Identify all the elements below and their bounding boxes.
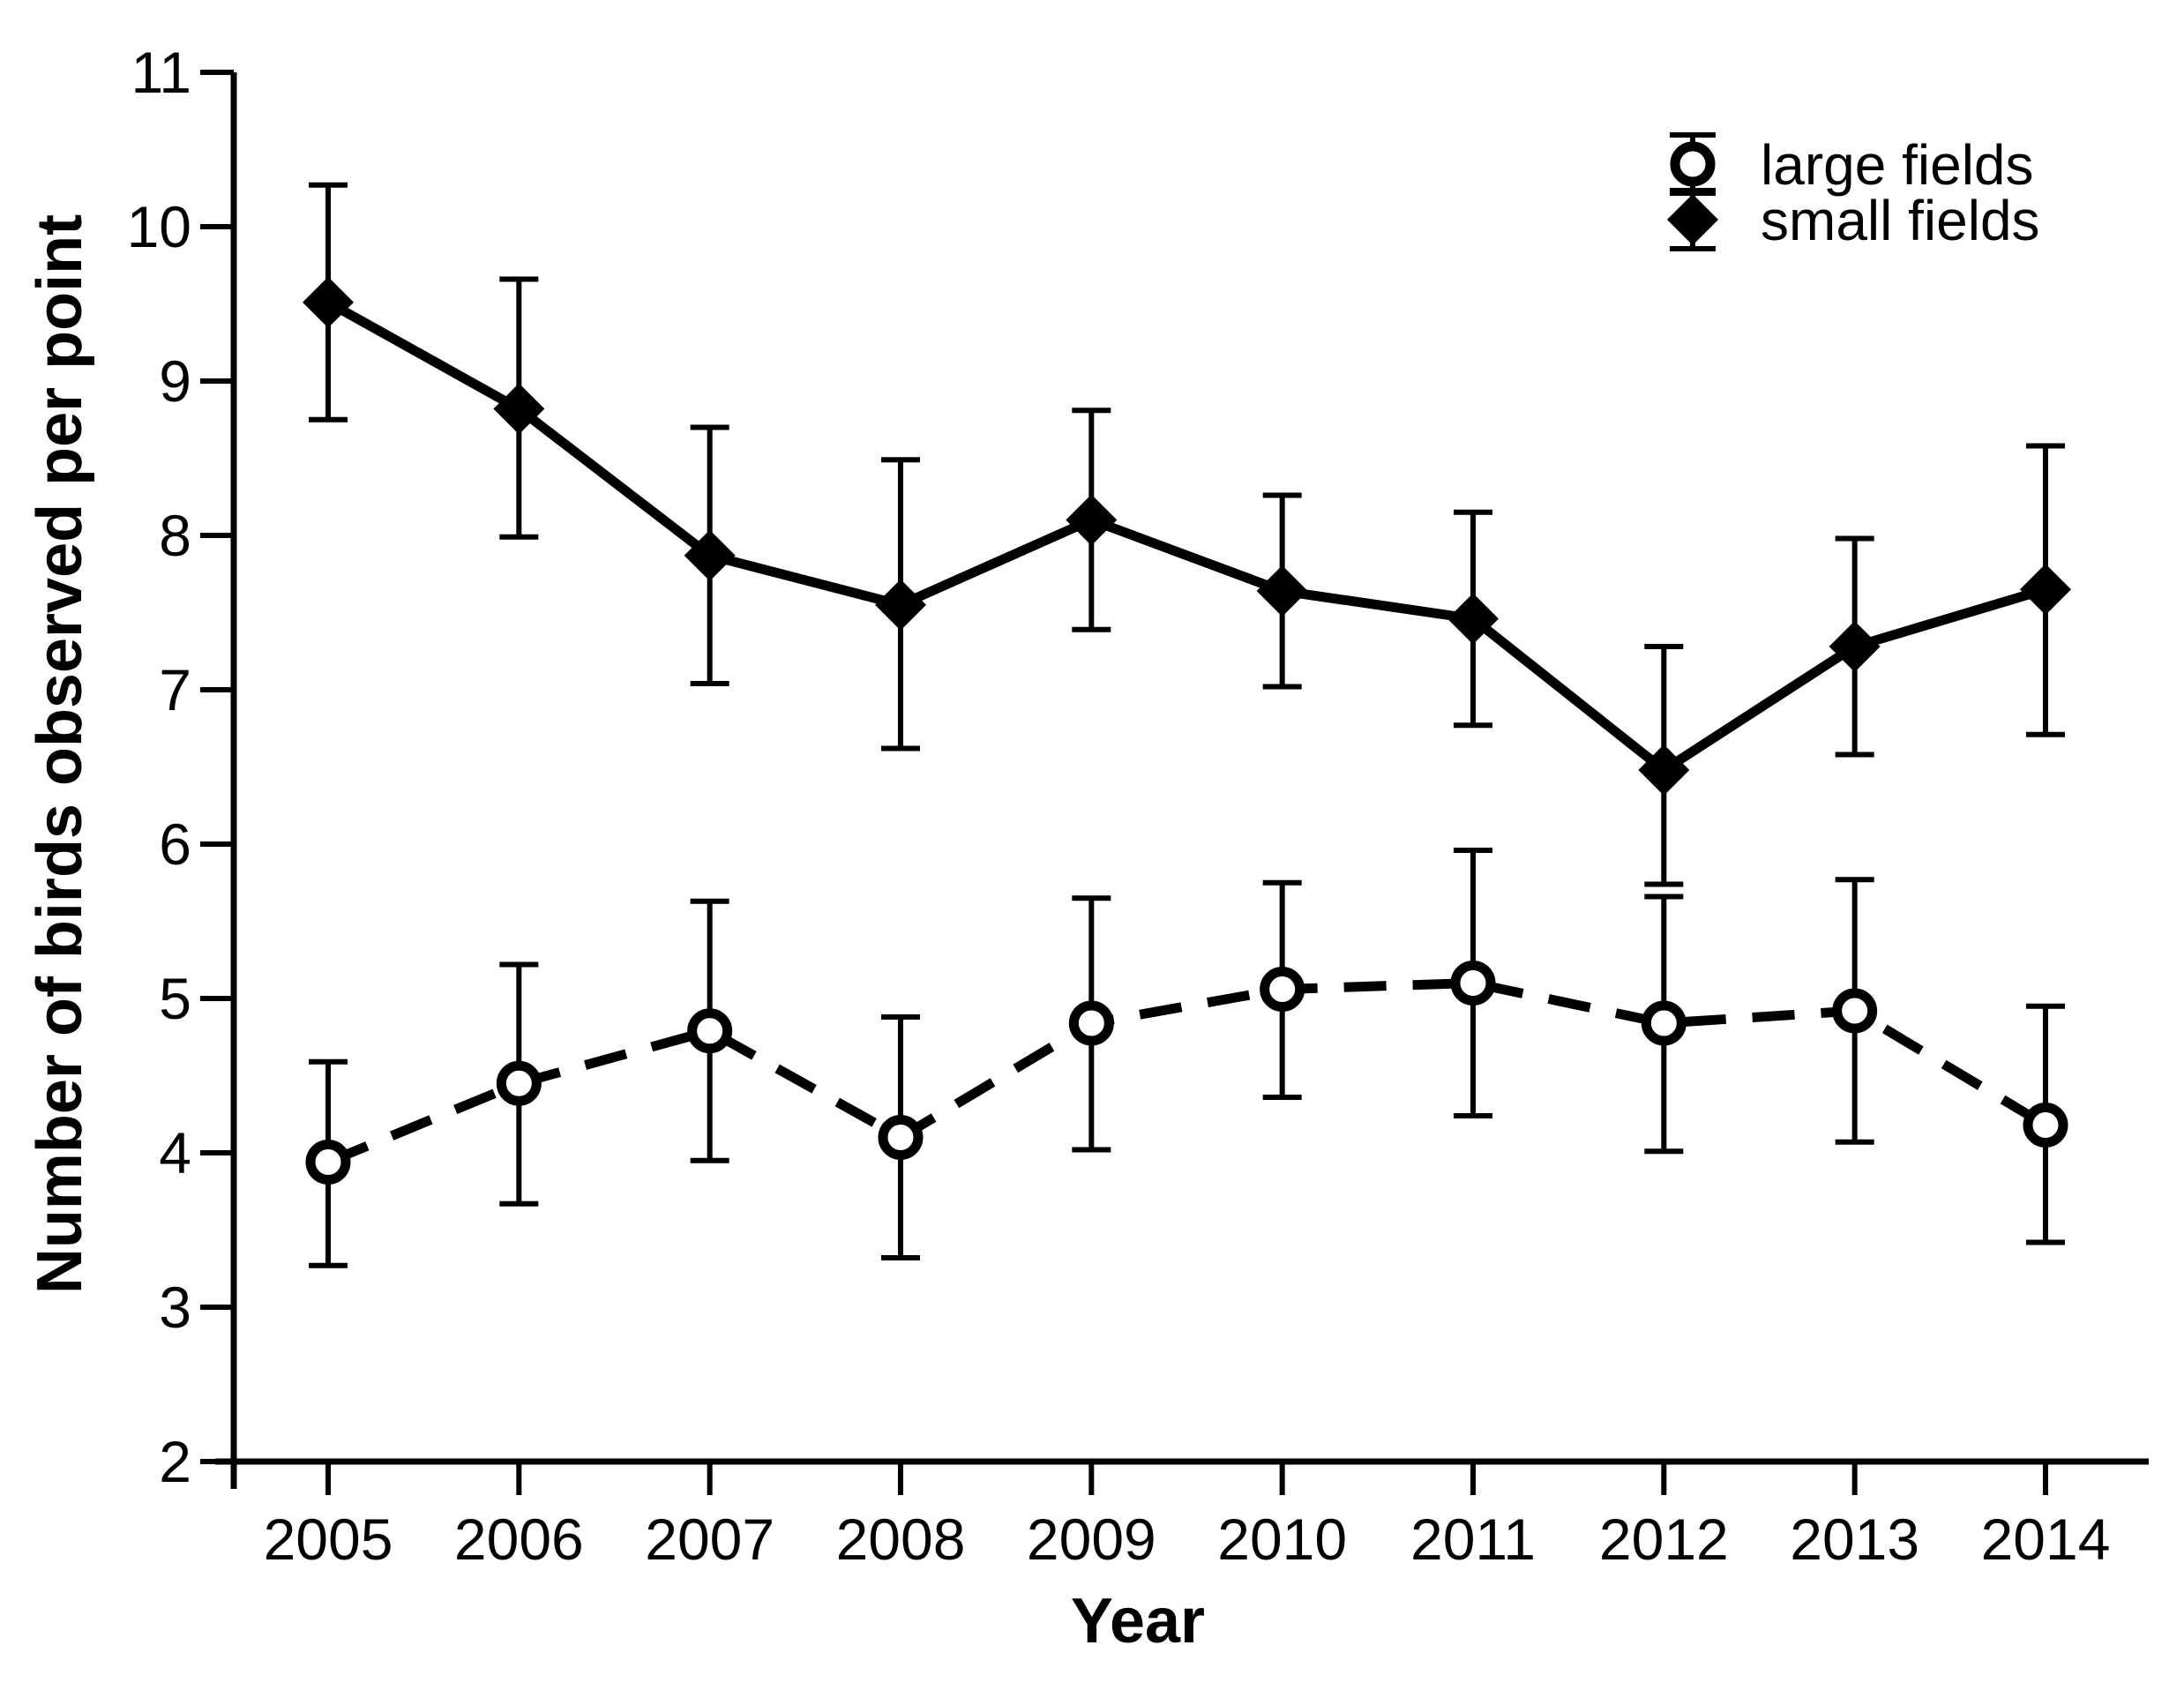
legend-marker-open-circle [1670,141,1716,187]
y-tick-label: 11 [131,40,191,105]
y-tick-label: 6 [159,811,191,877]
y-tick-label: 7 [159,657,191,722]
data-point-marker [874,579,926,631]
legend-label: large fields [1761,133,2034,197]
legend-label: small fields [1761,189,2040,252]
x-tick-label: 2013 [1790,1507,1919,1572]
data-point-marker [1832,988,1878,1034]
y-axis-title: Number of birds observed per point [25,214,95,1294]
data-point-marker [1066,494,1118,546]
data-point-marker [1447,593,1499,645]
x-tick-label: 2012 [1599,1507,1729,1572]
y-tick-label: 8 [159,503,191,568]
data-point-marker [2023,1103,2068,1148]
series-line-dashed [325,977,2048,1167]
data-point-marker [878,1115,924,1160]
legend-item-large-fields: large fields [1670,132,2034,197]
data-point-marker [1450,961,1496,1006]
series-small-fields [303,182,2071,887]
series-large-fields [305,848,2068,1268]
x-tick-label: 2014 [1981,1507,2111,1572]
data-point-marker [687,1008,733,1054]
data-point-marker [305,1140,351,1185]
legend-item-small-fields: small fields [1667,188,2040,252]
data-point-marker [496,1060,542,1106]
y-tick-label: 3 [159,1275,191,1340]
data-point-marker [303,276,354,328]
data-point-marker [1829,621,1881,672]
data-point-marker [1256,565,1308,617]
x-tick-label: 2007 [645,1507,774,1572]
y-tick-label: 9 [159,348,191,414]
series-layer [303,182,2071,1268]
data-point-marker [1260,967,1305,1012]
y-axis-ticks: 2 3 4 5 6 7 8 9 10 11 [127,40,234,1494]
data-point-marker [1641,1000,1687,1046]
data-point-marker [684,529,736,581]
series-line-solid [325,297,2047,776]
x-tick-label: 2010 [1217,1507,1347,1572]
legend-marker-filled-diamond [1667,194,1718,245]
y-tick-label: 4 [159,1120,191,1185]
x-tick-label: 2011 [1410,1507,1536,1572]
y-tick-label: 10 [127,194,191,259]
y-tick-label: 5 [159,966,191,1031]
data-point-marker [493,383,545,435]
x-tick-label: 2006 [454,1507,584,1572]
x-axis-ticks: 2005 2006 2007 2008 2009 2010 2011 2012 2013 2014 [264,1462,2111,1572]
data-point-marker [2019,564,2071,616]
data-point-marker [1068,1000,1114,1046]
x-tick-label: 2005 [264,1507,393,1572]
data-point-marker [1638,744,1690,796]
y-tick-label: 2 [159,1429,191,1494]
x-axis-title: Year [1071,1586,1205,1656]
x-tick-label: 2009 [1027,1507,1156,1572]
x-tick-label: 2008 [836,1507,966,1572]
